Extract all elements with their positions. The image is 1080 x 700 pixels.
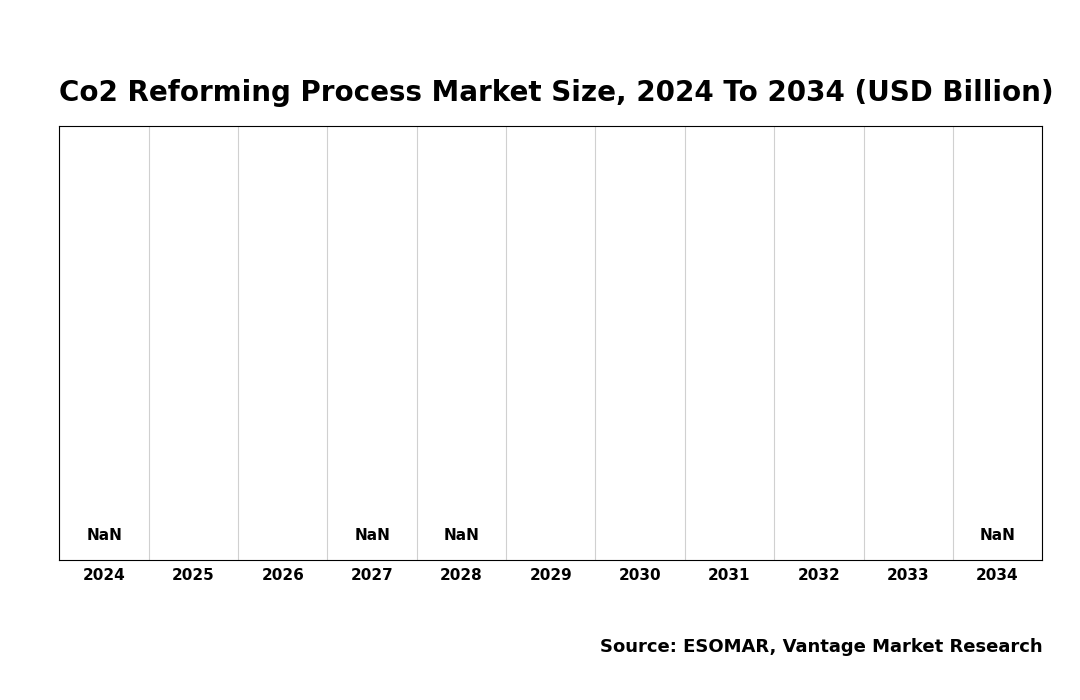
Text: NaN: NaN (86, 528, 122, 542)
Text: NaN: NaN (980, 528, 1015, 542)
Text: Source: ESOMAR, Vantage Market Research: Source: ESOMAR, Vantage Market Research (599, 638, 1042, 657)
Text: NaN: NaN (444, 528, 480, 542)
Text: NaN: NaN (354, 528, 390, 542)
Text: Co2 Reforming Process Market Size, 2024 To 2034 (USD Billion): Co2 Reforming Process Market Size, 2024 … (59, 79, 1054, 107)
